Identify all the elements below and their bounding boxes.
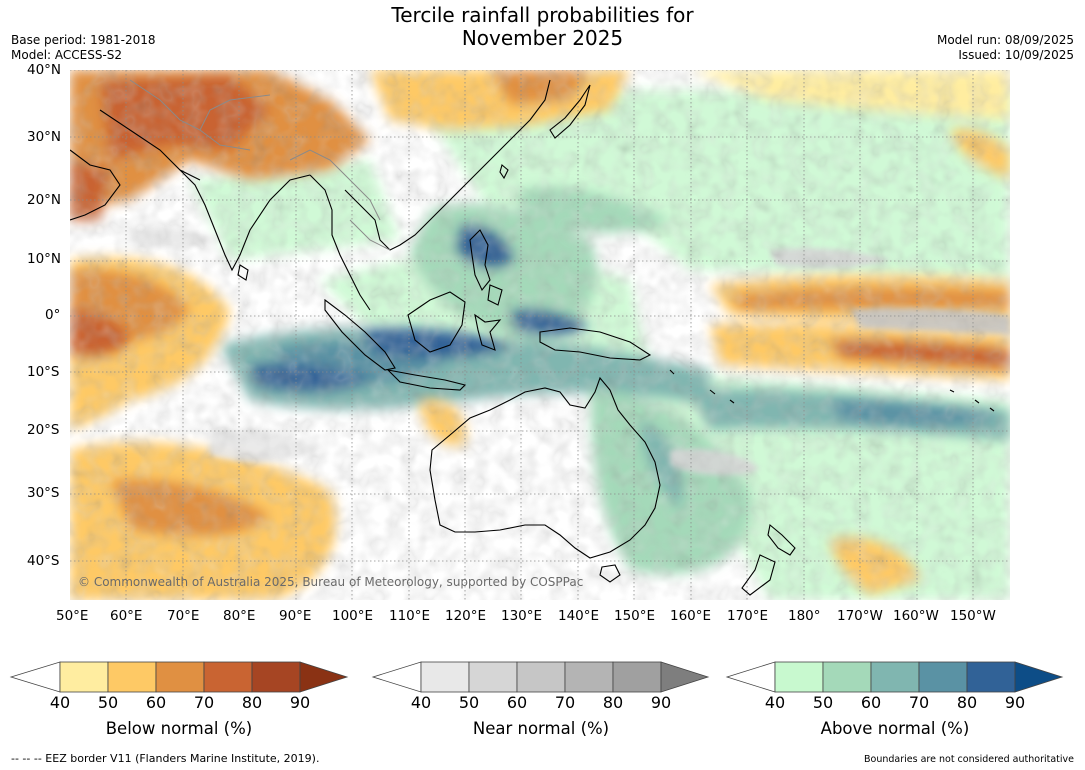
run-info: Model run: 08/09/2025 Issued: 10/09/2025	[937, 33, 1074, 63]
probability-shading	[70, 70, 1010, 600]
colorbar-tick: 60	[145, 693, 167, 712]
colorbar-label-near: Near normal (%)	[472, 719, 610, 738]
boundaries-disclaimer: Boundaries are not considered authoritat…	[864, 754, 1074, 765]
colorbar-tick: 70	[908, 693, 930, 712]
lon-label: 160°W	[893, 608, 939, 624]
colorbar-tick: 60	[506, 693, 528, 712]
colorbar-tick: 80	[956, 693, 978, 712]
colorbar-tick: 40	[49, 693, 71, 712]
lon-label: 100°E	[332, 608, 374, 624]
rainfall-probability-map: © Commonwealth of Australia 2025, Bureau…	[70, 70, 1010, 600]
colorbar-above-normal	[725, 661, 1064, 693]
colorbar-tick: 40	[410, 693, 432, 712]
issued-text: Issued: 10/09/2025	[958, 48, 1074, 62]
model-name-text: Model: ACCESS-S2	[11, 48, 123, 62]
lon-label: 180°	[788, 608, 821, 624]
title-line-1: Tercile rainfall probabilities for	[391, 3, 694, 27]
lon-label: 170°W	[837, 608, 883, 624]
colorbar-tick: 90	[1004, 693, 1026, 712]
lon-label: 150°E	[614, 608, 656, 624]
colorbar-swatch	[59, 661, 109, 693]
lat-label: 20°N	[27, 192, 62, 208]
colorbar-swatch	[155, 661, 205, 693]
colorbar-near-normal	[371, 661, 710, 693]
colorbar-swatch	[870, 661, 920, 693]
colorbar-strip	[9, 661, 1064, 693]
lat-label: 20°S	[27, 422, 60, 438]
lon-label: 140°E	[558, 608, 600, 624]
coastlines	[70, 79, 995, 596]
colorbar-tick: 80	[241, 693, 263, 712]
lon-label: 70°E	[167, 608, 200, 624]
lat-label: 0°	[45, 307, 61, 323]
colorbar-swatch	[9, 661, 61, 693]
colorbar-swatch	[774, 661, 824, 693]
colorbar-swatch	[107, 661, 157, 693]
colorbar-swatch	[966, 661, 1016, 693]
title-line-2: November 2025	[461, 26, 624, 50]
lon-label: 130°E	[501, 608, 543, 624]
lon-label: 50°E	[56, 608, 89, 624]
colorbar-swatch	[516, 661, 566, 693]
model-run-text: Model run: 08/09/2025	[936, 33, 1074, 47]
colorbar-tick: 50	[458, 693, 480, 712]
colorbar-tick: 40	[764, 693, 786, 712]
colorbar-swatch	[1014, 661, 1064, 693]
model-info: Base period: 1981-2018 Model: ACCESS-S2	[11, 33, 156, 63]
eez-border-note: -- -- -- EEZ border V11 (Flanders Marine…	[11, 752, 320, 765]
colorbar-swatch	[822, 661, 872, 693]
lat-label: 10°N	[27, 251, 62, 267]
lat-label: 40°N	[27, 62, 62, 78]
lon-label: 60°E	[110, 608, 143, 624]
colorbar-tick: 70	[554, 693, 576, 712]
colorbar-swatch	[918, 661, 968, 693]
colorbar-tick: 90	[289, 693, 311, 712]
lon-label: 110°E	[389, 608, 431, 624]
colorbar-swatch	[299, 661, 349, 693]
lon-label: 80°E	[223, 608, 256, 624]
colorbar-tick: 50	[97, 693, 119, 712]
colorbar-tick: 70	[193, 693, 215, 712]
colorbar-swatch	[564, 661, 614, 693]
colorbar-swatch	[420, 661, 470, 693]
lon-label: 160°E	[670, 608, 712, 624]
base-period-text: Base period: 1981-2018	[11, 33, 156, 47]
colorbar-tick: 80	[602, 693, 624, 712]
lat-label: 30°S	[27, 485, 60, 501]
copyright-text: © Commonwealth of Australia 2025, Bureau…	[78, 575, 583, 589]
lon-label: 150°W	[950, 608, 996, 624]
colorbar-swatch	[468, 661, 518, 693]
lat-label: 10°S	[27, 364, 60, 380]
graticule	[70, 70, 1010, 600]
colorbar-swatch	[251, 661, 301, 693]
colorbar-swatch	[203, 661, 253, 693]
lon-label: 170°E	[727, 608, 769, 624]
colorbar-label-below: Below normal (%)	[105, 719, 253, 738]
colorbar-swatch	[371, 661, 422, 693]
lat-label: 30°N	[27, 129, 62, 145]
map-title: Tercile rainfall probabilities for Novem…	[0, 4, 1085, 50]
colorbar-tick: 90	[650, 693, 672, 712]
colorbar-label-above: Above normal (%)	[820, 719, 970, 738]
country-borders	[129, 79, 391, 251]
colorbar-swatch	[660, 661, 710, 693]
colorbar-tick: 50	[812, 693, 834, 712]
colorbar-swatch	[612, 661, 662, 693]
colorbar-swatch	[725, 661, 776, 693]
colorbar-below-normal	[9, 661, 349, 693]
lon-label: 120°E	[445, 608, 487, 624]
lat-label: 40°S	[27, 553, 60, 569]
lon-label: 90°E	[279, 608, 312, 624]
colorbar-tick: 60	[860, 693, 882, 712]
